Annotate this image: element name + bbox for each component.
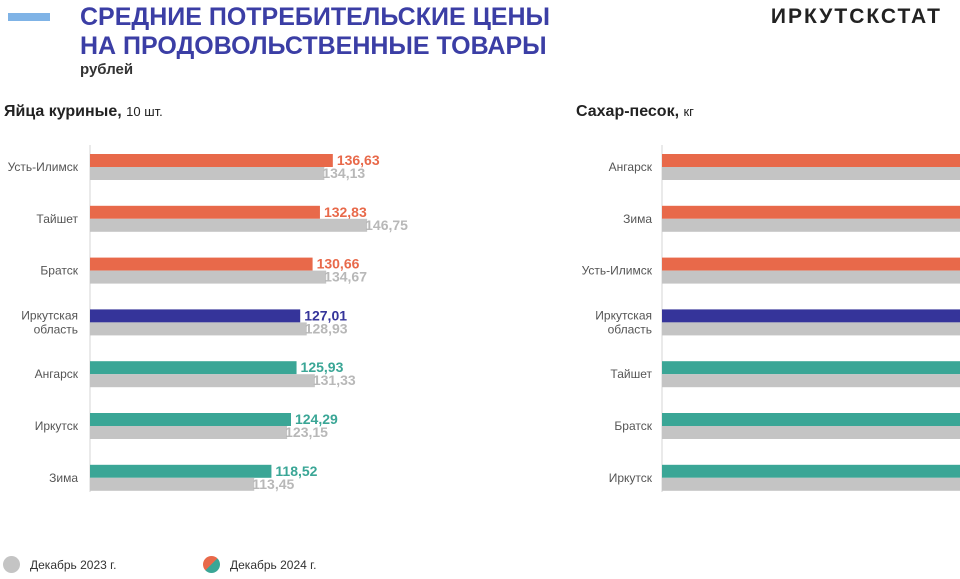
sugar-bar-2024 [662, 205, 960, 219]
eggs-value-label-2023: 134,13 [322, 165, 365, 181]
eggs-category-label: Иркутская область [21, 308, 78, 336]
eggs-value-label-2024: 127,01 [304, 307, 347, 323]
eggs-value-label-2023: 113,45 [252, 476, 294, 492]
sugar-bar-2023 [662, 426, 960, 439]
eggs-value-label-2024: 130,66 [317, 256, 360, 272]
sugar-bar-2023 [662, 322, 960, 336]
eggs-chart-title: Яйца куриные, 10 шт. [4, 103, 163, 121]
eggs-bar-2024 [90, 464, 272, 478]
header-accent-bar [8, 13, 50, 21]
eggs-value-label-2024: 136,63 [337, 152, 380, 168]
eggs-value-label-2023: 131,33 [313, 372, 356, 388]
sugar-price-chart: Ангарск85,8483,74Зима85,1588,80Усть-Илим… [582, 145, 960, 492]
eggs-value-label-2024: 125,93 [301, 359, 344, 375]
eggs-chart-unit: 10 шт. [126, 104, 163, 119]
eggs-category-label: Братск [40, 264, 78, 278]
sugar-chart-name: Сахар-песок, [576, 103, 680, 120]
page-title: СРЕДНИЕ ПОТРЕБИТЕЛЬСКИЕ ЦЕНЫ НА ПРОДОВОЛ… [80, 3, 550, 61]
eggs-bar-2024 [90, 154, 333, 167]
legend-item-2024: Декабрь 2024 г. [203, 556, 316, 573]
sugar-category-label: Иркутск [609, 471, 653, 485]
eggs-bar-2024 [90, 257, 313, 271]
sugar-bar-2024 [662, 361, 960, 375]
sugar-bar-2024 [662, 464, 960, 478]
eggs-category-label: Иркутск [35, 419, 79, 433]
eggs-category-label: Тайшет [36, 212, 78, 226]
eggs-bar-2023 [90, 426, 288, 439]
sugar-category-label: Тайшет [610, 367, 652, 381]
eggs-category-label: Усть-Илимск [8, 160, 79, 174]
eggs-bar-2024 [90, 413, 291, 426]
legend-swatch-2023 [3, 556, 20, 573]
sugar-bar-2024 [662, 413, 960, 426]
unit-label: рублей [80, 61, 134, 78]
sugar-bar-2023 [662, 167, 960, 180]
eggs-value-label-2024: 118,52 [275, 463, 317, 479]
eggs-bar-2023 [90, 374, 315, 388]
eggs-value-label-2023: 134,67 [324, 269, 367, 285]
eggs-value-label-2024: 124,29 [295, 411, 338, 427]
eggs-bar-2023 [90, 218, 368, 232]
brand-logo: ИРКУТСКСТАТ [770, 5, 942, 28]
eggs-bar-2024 [90, 309, 301, 323]
legend-label-2023: Декабрь 2023 г. [30, 557, 117, 572]
title-line-1: СРЕДНИЕ ПОТРЕБИТЕЛЬСКИЕ ЦЕНЫ [80, 3, 551, 31]
sugar-bar-2024 [662, 154, 960, 167]
sugar-chart-unit: кг [683, 104, 694, 119]
eggs-category-label: Ангарск [35, 367, 79, 381]
eggs-bar-2023 [90, 167, 325, 180]
sugar-category-label: Усть-Илимск [582, 264, 653, 278]
eggs-bar-2024 [90, 361, 297, 375]
sugar-bar-2024 [662, 257, 960, 271]
sugar-category-label: Братск [614, 419, 652, 433]
sugar-bar-2023 [662, 477, 960, 491]
eggs-value-label-2023: 128,93 [305, 320, 348, 336]
title-line-2: НА ПРОДОВОЛЬСТВЕННЫЕ ТОВАРЫ [80, 32, 547, 60]
eggs-bar-2024 [90, 205, 320, 219]
sugar-category-label: Иркутская область [595, 308, 652, 336]
sugar-category-label: Ангарск [609, 160, 653, 174]
sugar-bar-2023 [662, 270, 960, 284]
legend-item-2023: Декабрь 2023 г. [3, 556, 116, 573]
sugar-bar-2023 [662, 218, 960, 232]
eggs-chart-name: Яйца куриные, [4, 103, 122, 120]
eggs-bar-2023 [90, 322, 307, 336]
sugar-bar-2023 [662, 374, 960, 388]
legend-swatch-2024 [203, 556, 220, 573]
eggs-value-label-2024: 132,83 [324, 204, 367, 220]
sugar-bar-2024 [662, 309, 960, 323]
eggs-value-label-2023: 123,15 [285, 424, 328, 440]
sugar-category-label: Зима [623, 212, 652, 226]
eggs-value-label-2023: 146,75 [365, 217, 408, 233]
legend-label-2024: Декабрь 2024 г. [230, 557, 317, 572]
eggs-bar-2023 [90, 270, 327, 284]
sugar-chart-title: Сахар-песок, кг [576, 103, 694, 121]
eggs-category-label: Зима [49, 471, 78, 485]
eggs-bar-2023 [90, 477, 255, 491]
